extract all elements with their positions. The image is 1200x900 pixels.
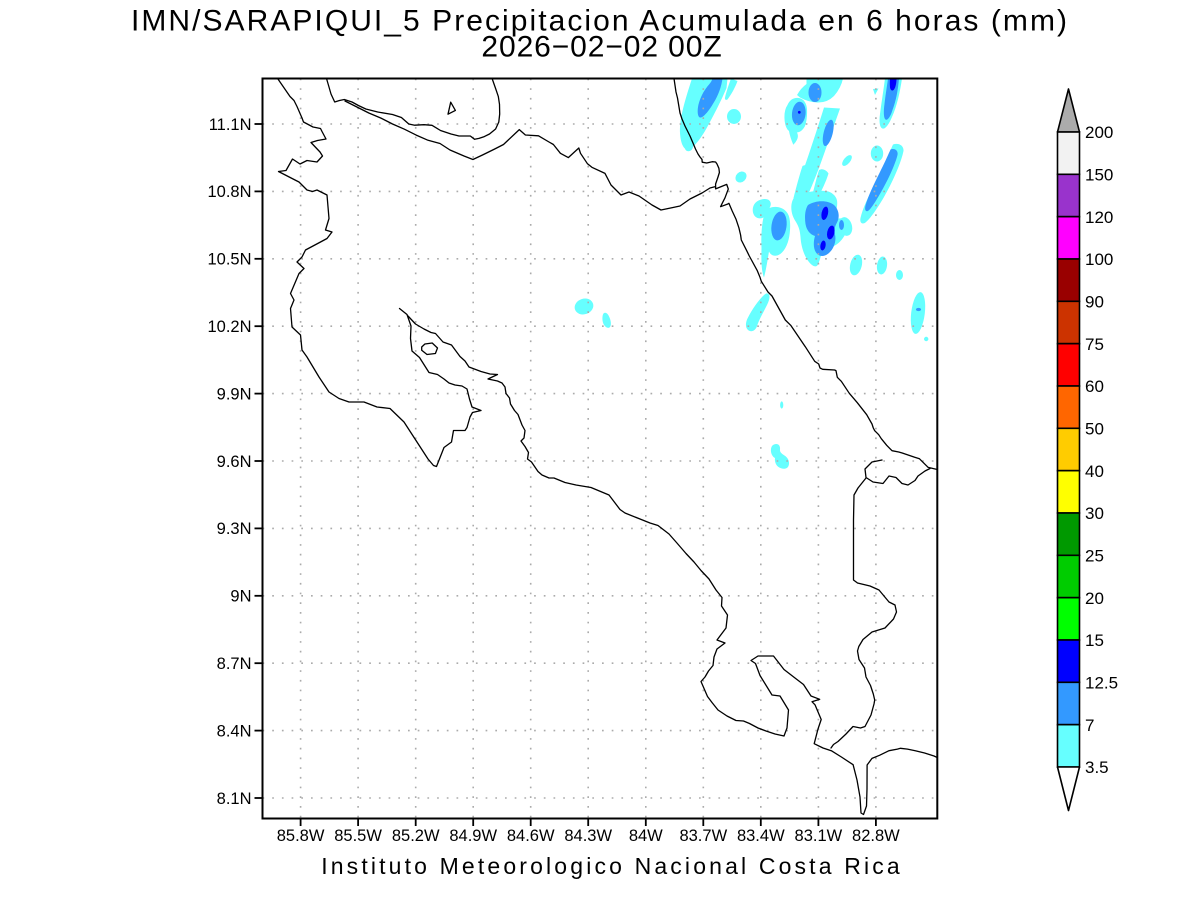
svg-text:84.6W: 84.6W (507, 827, 555, 845)
svg-text:25: 25 (1085, 547, 1104, 566)
svg-text:20: 20 (1085, 589, 1104, 608)
svg-text:10.5N: 10.5N (207, 251, 251, 269)
svg-text:9.9N: 9.9N (217, 385, 252, 403)
svg-text:9.6N: 9.6N (217, 453, 252, 471)
svg-text:50: 50 (1085, 420, 1104, 439)
svg-text:83.4W: 83.4W (737, 827, 785, 845)
svg-text:60: 60 (1085, 377, 1104, 396)
svg-text:7: 7 (1085, 716, 1094, 735)
svg-text:85.8W: 85.8W (277, 827, 325, 845)
svg-text:200: 200 (1085, 123, 1113, 142)
svg-text:11.1N: 11.1N (209, 116, 252, 134)
svg-text:83.1W: 83.1W (795, 827, 843, 845)
svg-text:8.1N: 8.1N (217, 790, 252, 808)
svg-text:Instituto Meteorologico Nacion: Instituto Meteorologico Nacional Costa R… (321, 853, 903, 879)
svg-text:85.2W: 85.2W (392, 827, 440, 845)
svg-text:90: 90 (1085, 293, 1104, 312)
svg-text:40: 40 (1085, 462, 1104, 481)
svg-text:3.5: 3.5 (1085, 758, 1109, 777)
svg-text:30: 30 (1085, 504, 1104, 523)
svg-text:15: 15 (1085, 631, 1104, 650)
svg-text:84.9W: 84.9W (449, 827, 497, 845)
svg-text:84.3W: 84.3W (564, 827, 612, 845)
svg-text:82.8W: 82.8W (852, 827, 900, 845)
svg-text:85.5W: 85.5W (334, 827, 382, 845)
svg-text:IMN/SARAPIQUI_5 Precipitacion: IMN/SARAPIQUI_5 Precipitacion Acumulada … (131, 5, 1069, 38)
svg-text:12.5: 12.5 (1085, 674, 1118, 693)
svg-text:10.2N: 10.2N (207, 318, 251, 336)
svg-text:100: 100 (1085, 250, 1113, 269)
svg-text:83.7W: 83.7W (679, 827, 727, 845)
svg-text:2026−02−02 00Z: 2026−02−02 00Z (481, 31, 722, 64)
svg-text:9.3N: 9.3N (217, 520, 252, 538)
svg-text:10.8N: 10.8N (207, 183, 251, 201)
svg-text:150: 150 (1085, 166, 1113, 185)
svg-text:84W: 84W (629, 827, 663, 845)
svg-text:9N: 9N (230, 588, 251, 606)
svg-text:8.7N: 8.7N (217, 655, 252, 673)
svg-text:120: 120 (1085, 208, 1113, 227)
svg-text:75: 75 (1085, 335, 1104, 354)
svg-text:8.4N: 8.4N (217, 722, 252, 740)
